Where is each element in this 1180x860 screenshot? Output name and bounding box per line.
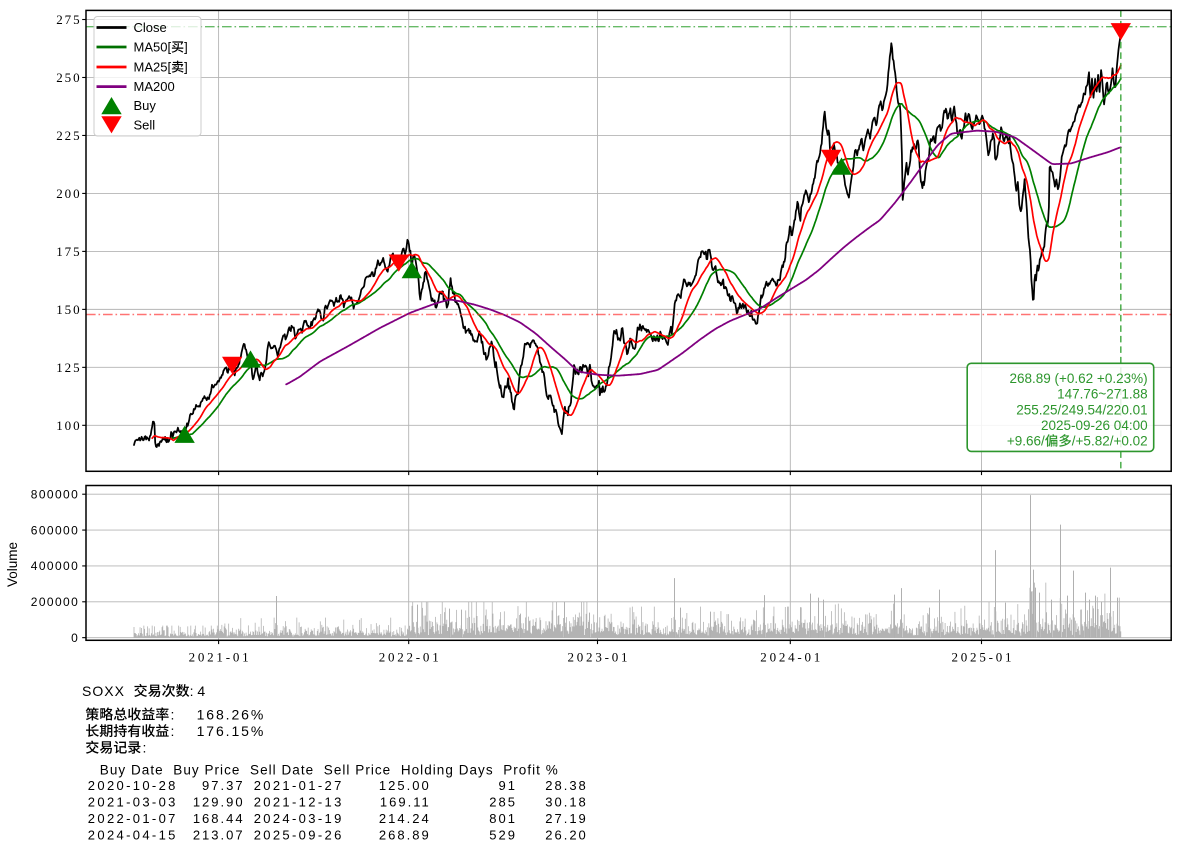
- svg-text:Sell: Sell: [134, 117, 156, 132]
- svg-text:169.11: 169.11: [380, 795, 431, 810]
- svg-text:600000: 600000: [31, 523, 78, 537]
- svg-text:MA50[: MA50[: [134, 40, 172, 55]
- svg-text:]: ]: [184, 60, 188, 75]
- svg-text:400000: 400000: [31, 559, 78, 573]
- svg-text:/+5.82/+0.02: /+5.82/+0.02: [1072, 434, 1148, 449]
- svg-text:Close: Close: [134, 20, 167, 35]
- svg-text::: :: [171, 706, 175, 722]
- svg-text:28.38: 28.38: [545, 778, 588, 793]
- svg-text:2024-01: 2024-01: [760, 650, 820, 665]
- svg-text:147.76~271.88: 147.76~271.88: [1057, 387, 1147, 402]
- svg-text:168.44: 168.44: [193, 811, 245, 826]
- svg-text:MA25[: MA25[: [134, 60, 172, 75]
- svg-text:2021-01: 2021-01: [189, 650, 249, 665]
- svg-text:268.89: 268.89: [379, 828, 431, 843]
- svg-text:MA200: MA200: [134, 79, 175, 94]
- svg-text:213.07: 213.07: [193, 828, 245, 843]
- svg-text:200: 200: [56, 186, 79, 201]
- svg-text:: 4: : 4: [190, 683, 206, 699]
- svg-text:26.20: 26.20: [545, 828, 588, 843]
- svg-text:+9.66/: +9.66/: [1007, 434, 1045, 449]
- svg-text:285: 285: [489, 795, 517, 810]
- svg-text:255.25/249.54/220.01: 255.25/249.54/220.01: [1016, 402, 1147, 417]
- svg-text:2023-01: 2023-01: [568, 650, 628, 665]
- svg-text::: :: [143, 740, 147, 756]
- svg-text:801: 801: [489, 811, 517, 826]
- svg-text:0: 0: [71, 631, 78, 645]
- svg-text:800000: 800000: [31, 488, 78, 502]
- svg-text:150: 150: [56, 302, 79, 317]
- svg-text:91: 91: [499, 778, 517, 793]
- svg-text:125: 125: [56, 360, 79, 375]
- svg-text::: :: [171, 723, 175, 739]
- svg-text:125.00: 125.00: [379, 778, 431, 793]
- svg-text:250: 250: [56, 70, 79, 85]
- svg-text:129.90: 129.90: [193, 795, 245, 810]
- svg-text:100: 100: [56, 418, 79, 433]
- svg-text:Buy Date Buy Price Sell Date: Buy Date Buy Price Sell Date Sell Price …: [100, 762, 558, 777]
- svg-text:268.89 (+0.62 +0.23%): 268.89 (+0.62 +0.23%): [1009, 371, 1147, 386]
- svg-text:]: ]: [184, 40, 188, 55]
- svg-text:Buy: Buy: [134, 98, 157, 113]
- svg-text:2025-09-26 04:00: 2025-09-26 04:00: [1041, 418, 1148, 433]
- svg-text:SOXX: SOXX: [82, 683, 125, 699]
- svg-text:Volume: Volume: [5, 542, 20, 587]
- svg-text:214.24: 214.24: [379, 811, 431, 826]
- svg-text:30.18: 30.18: [545, 795, 588, 810]
- svg-text:2022-01: 2022-01: [379, 650, 439, 665]
- svg-text:275: 275: [56, 12, 79, 27]
- svg-text:225: 225: [56, 128, 79, 143]
- svg-text:2025-01: 2025-01: [952, 650, 1012, 665]
- svg-text:27.19: 27.19: [545, 811, 588, 826]
- svg-text:529: 529: [489, 828, 517, 843]
- svg-text:175: 175: [56, 244, 79, 259]
- svg-text:97.37: 97.37: [202, 778, 245, 793]
- svg-text:200000: 200000: [31, 595, 78, 609]
